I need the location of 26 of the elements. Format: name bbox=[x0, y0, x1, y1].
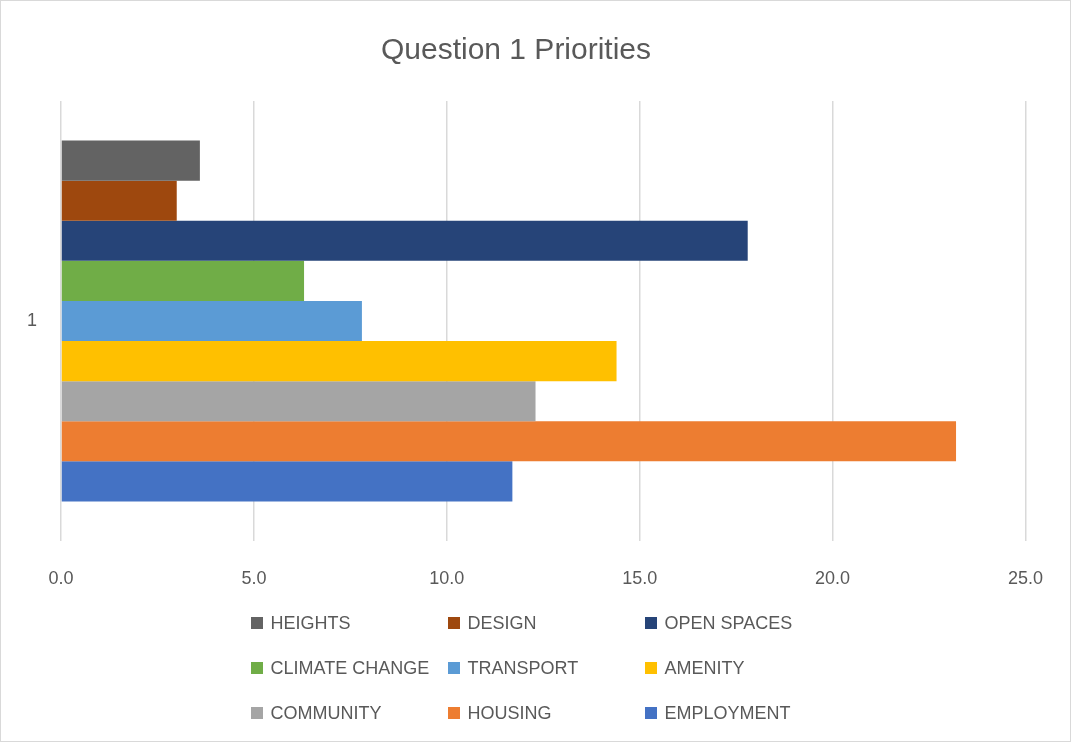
bar bbox=[61, 300, 362, 342]
x-tick-label: 10.0 bbox=[429, 567, 465, 588]
bar bbox=[61, 140, 200, 181]
x-tick-label: 20.0 bbox=[815, 567, 851, 588]
x-tick-label: 5.0 bbox=[241, 567, 267, 588]
chart-title: Question 1 Priorities bbox=[380, 32, 652, 66]
bar bbox=[61, 220, 748, 261]
y-tick-label: 1 bbox=[26, 309, 37, 330]
bar bbox=[61, 180, 177, 221]
x-tick-label: 15.0 bbox=[622, 567, 658, 588]
legend-label: HOUSING bbox=[467, 702, 552, 724]
legend-label: COMMUNITY bbox=[270, 702, 382, 724]
legend-label: CLIMATE CHANGE bbox=[270, 657, 430, 679]
legend-label: HEIGHTS bbox=[270, 612, 351, 634]
legend-label: TRANSPORT bbox=[467, 657, 579, 679]
legend-label: OPEN SPACES bbox=[664, 612, 793, 634]
legend-label: AMENITY bbox=[664, 657, 745, 679]
bar bbox=[61, 341, 617, 382]
x-tick-label: 0.0 bbox=[48, 567, 74, 588]
bar bbox=[61, 260, 305, 301]
bar bbox=[61, 381, 536, 422]
x-tick-label: 25.0 bbox=[1007, 567, 1044, 588]
bar bbox=[61, 421, 957, 462]
bar bbox=[61, 461, 513, 502]
legend-label: DESIGN bbox=[467, 612, 537, 634]
legend-label: EMPLOYMENT bbox=[664, 702, 791, 724]
